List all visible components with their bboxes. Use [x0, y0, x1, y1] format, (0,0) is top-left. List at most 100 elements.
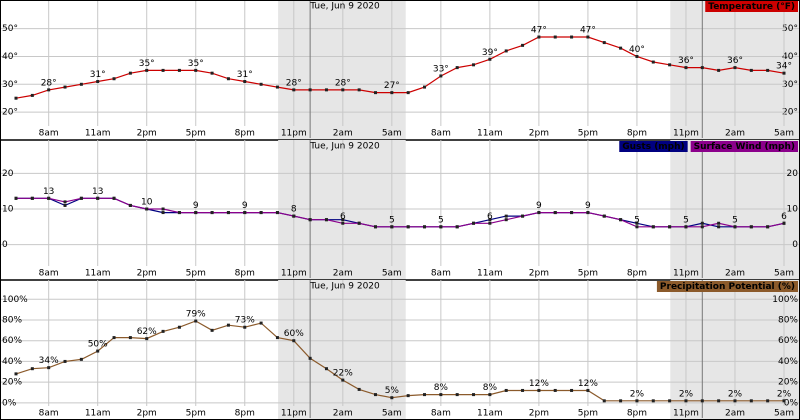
y-tick-label: 0%: [784, 398, 799, 408]
data-point: [145, 337, 149, 341]
data-label: 34%: [39, 356, 59, 366]
data-point: [537, 35, 541, 39]
x-tick-label: 11am: [477, 129, 503, 139]
data-point: [504, 388, 508, 392]
data-point: [63, 203, 67, 207]
data-label: 50%: [88, 340, 108, 350]
data-point: [177, 325, 181, 329]
data-point: [390, 396, 394, 400]
data-label: 62%: [137, 327, 157, 337]
data-point: [700, 66, 704, 70]
data-point: [602, 41, 606, 45]
legend-label: Precipitation Potential (%): [660, 282, 795, 292]
y-tick-label: 40°: [782, 52, 798, 62]
x-tick-label: 8am: [39, 269, 59, 279]
panel-date: Tue, Jun 9 2020: [309, 2, 380, 12]
data-point: [472, 393, 476, 397]
data-point: [504, 49, 508, 53]
data-point: [308, 356, 312, 360]
night-shade: [278, 140, 406, 280]
data-point: [782, 399, 786, 403]
x-tick-label: 8pm: [627, 409, 647, 419]
data-point: [30, 93, 34, 97]
panel-date: Tue, Jun 9 2020: [309, 142, 380, 152]
data-point: [684, 66, 688, 70]
data-point: [324, 88, 328, 92]
data-point: [521, 388, 525, 392]
data-label: 12%: [578, 379, 598, 389]
y-tick-label: 60%: [2, 336, 22, 346]
x-tick-label: 2am: [333, 409, 353, 419]
data-point: [308, 88, 312, 92]
data-point: [717, 68, 721, 72]
data-point: [47, 88, 51, 92]
x-tick-label: 5pm: [578, 409, 598, 419]
x-tick-label: 8pm: [235, 409, 255, 419]
x-tick-label: 5pm: [186, 129, 206, 139]
data-point: [504, 214, 508, 218]
y-tick-label: 100%: [772, 295, 798, 305]
data-point: [47, 196, 51, 200]
data-point: [112, 196, 116, 200]
data-point: [766, 225, 770, 229]
y-tick-label: 40°: [2, 52, 18, 62]
x-tick-label: 2am: [725, 129, 745, 139]
data-point: [63, 85, 67, 89]
data-label: 47°: [580, 26, 596, 36]
data-point: [455, 66, 459, 70]
x-tick-label: 5pm: [578, 129, 598, 139]
data-point: [177, 68, 181, 72]
x-tick-label: 8am: [39, 409, 59, 419]
x-tick-label: 2pm: [137, 129, 157, 139]
data-point: [259, 211, 263, 215]
data-point: [733, 225, 737, 229]
x-tick-label: 2pm: [529, 269, 549, 279]
data-point: [684, 225, 688, 229]
data-label: 36°: [678, 56, 694, 66]
x-tick-label: 5am: [382, 129, 402, 139]
data-point: [145, 68, 149, 72]
data-label: 6: [487, 212, 493, 222]
x-tick-label: 11pm: [673, 409, 699, 419]
x-tick-label: 11pm: [281, 269, 307, 279]
data-point: [651, 399, 655, 403]
data-point: [161, 211, 165, 215]
x-tick-label: 5am: [774, 129, 794, 139]
data-point: [161, 68, 165, 72]
data-label: 8%: [483, 383, 498, 393]
x-tick-label: 2am: [333, 269, 353, 279]
data-point: [684, 399, 688, 403]
data-point: [226, 211, 230, 215]
data-point: [96, 80, 100, 84]
x-tick-label: 2pm: [529, 129, 549, 139]
data-label: 8: [291, 205, 297, 215]
data-point: [570, 211, 574, 215]
y-tick-label: 80%: [2, 315, 22, 325]
data-point: [553, 211, 557, 215]
x-tick-label: 11am: [477, 409, 503, 419]
data-point: [602, 214, 606, 218]
data-point: [194, 211, 198, 215]
data-point: [47, 366, 51, 370]
data-point: [226, 323, 230, 327]
x-tick-label: 2pm: [529, 409, 549, 419]
data-point: [292, 339, 296, 343]
data-point: [439, 225, 443, 229]
data-label: 33°: [433, 64, 449, 74]
data-point: [373, 225, 377, 229]
y-tick-label: 30°: [782, 80, 798, 90]
data-point: [79, 357, 83, 361]
data-point: [30, 196, 34, 200]
data-point: [128, 336, 132, 340]
data-point: [308, 218, 312, 222]
data-point: [651, 225, 655, 229]
data-point: [112, 77, 116, 81]
data-point: [161, 329, 165, 333]
data-label: 73%: [235, 316, 255, 326]
data-label: 9: [536, 201, 542, 211]
data-point: [488, 218, 492, 222]
y-tick-label: 20: [2, 169, 14, 179]
x-tick-label: 2am: [333, 129, 353, 139]
data-point: [226, 77, 230, 81]
x-tick-label: 5pm: [186, 269, 206, 279]
